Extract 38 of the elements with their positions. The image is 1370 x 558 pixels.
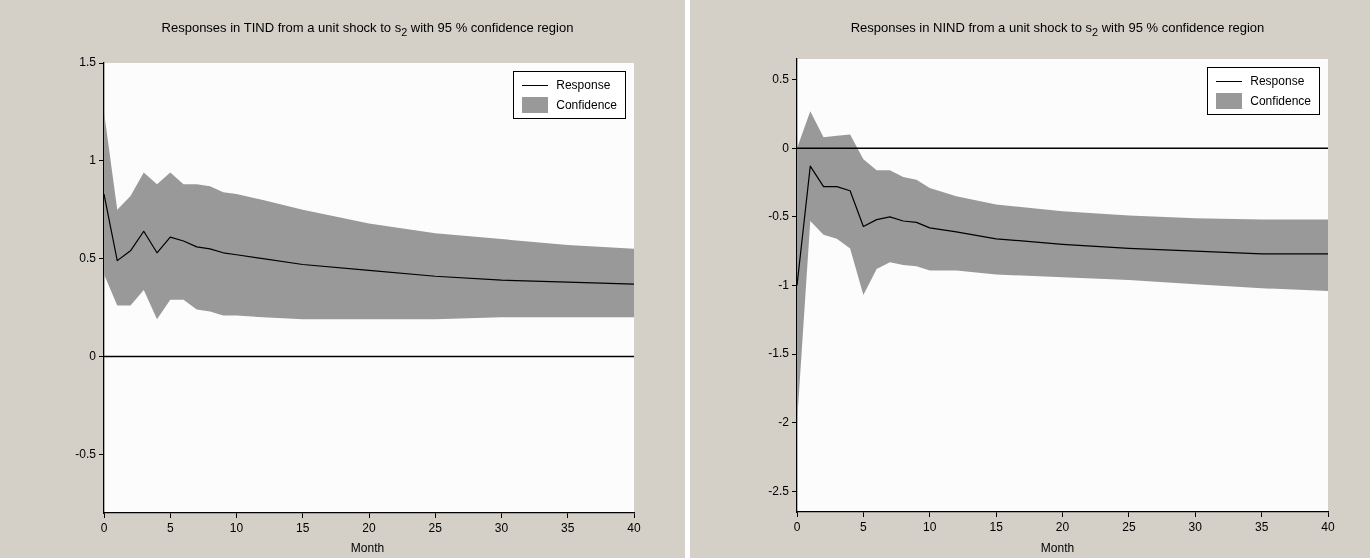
x-tick-label: 25 [1122, 519, 1136, 534]
y-tick-label: -0.5 [768, 209, 790, 224]
x-tick-label: 0 [100, 520, 108, 535]
legend-label: Confidence [1250, 94, 1311, 108]
x-tick-label: 0 [793, 519, 801, 534]
x-tick-label: 40 [1321, 519, 1335, 534]
x-tick-label: 5 [860, 519, 868, 534]
x-tick-label: 25 [428, 520, 443, 535]
y-tick-label: 0.5 [79, 250, 97, 265]
y-tick-label: 1 [89, 153, 97, 168]
legend-label: Response [1250, 74, 1305, 88]
x-tick-label: 35 [561, 520, 575, 535]
x-axis-title: Month [349, 541, 386, 555]
y-tick-label: 0.5 [772, 71, 790, 86]
y-tick-label: 1.5 [79, 55, 97, 70]
x-tick-label: 20 [362, 520, 376, 535]
y-tick-label: -2 [778, 415, 790, 430]
x-tick-label: 15 [296, 520, 310, 535]
chart-title: Responses in TIND from a unit shock to s$_{2}$ with 95 % confidence region [160, 20, 575, 38]
x-tick-label: 35 [1254, 519, 1269, 534]
x-tick-label: 20 [1055, 519, 1070, 534]
chart-title: Responses in NIND from a unit shock to s$_{2}$ with 95 % confidence region [849, 20, 1266, 38]
y-tick-label: -1 [778, 277, 790, 292]
legend-label: Confidence [556, 98, 617, 112]
legend-label: Response [556, 78, 611, 92]
y-tick-label: -2.5 [768, 483, 790, 498]
x-tick-label: 10 [923, 519, 937, 534]
y-tick-label: -1.5 [768, 346, 790, 361]
x-tick-label: 40 [627, 520, 641, 535]
x-tick-label: 15 [989, 519, 1004, 534]
x-tick-label: 5 [166, 520, 174, 535]
x-axis-title: Month [1039, 541, 1076, 555]
y-tick-label: -0.5 [75, 446, 97, 461]
x-tick-label: 30 [1188, 519, 1203, 534]
x-tick-label: 30 [494, 520, 509, 535]
x-tick-label: 10 [229, 520, 244, 535]
y-tick-label: 0 [782, 140, 790, 155]
y-tick-label: 0 [89, 348, 97, 363]
